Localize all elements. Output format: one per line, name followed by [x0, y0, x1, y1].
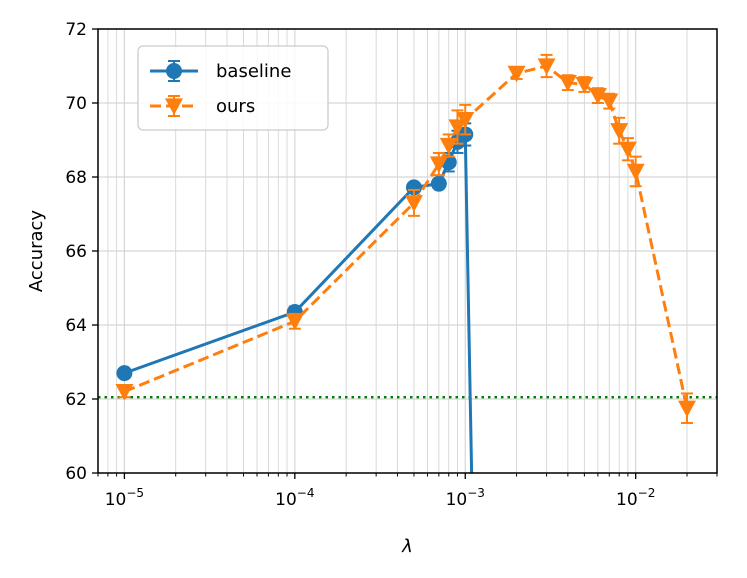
y-tick-label: 60 — [65, 464, 87, 484]
series-point — [429, 156, 448, 174]
series-point — [626, 163, 645, 181]
y-axis-label: Accuracy — [26, 210, 47, 293]
y-tick-label: 70 — [65, 94, 87, 114]
x-axis-label: λ — [401, 536, 413, 557]
series-point — [677, 400, 696, 418]
series-point — [404, 195, 423, 212]
x-tick-label: 10−5 — [105, 486, 144, 510]
x-tick-label: 10−2 — [616, 486, 655, 510]
series-point — [618, 141, 637, 159]
y-tick-label: 66 — [65, 242, 87, 262]
series-point — [456, 112, 475, 129]
series-point — [405, 179, 422, 196]
legend: baseline ours — [137, 45, 329, 131]
legend-label: ours — [216, 96, 255, 117]
series-layer — [115, 53, 696, 473]
legend-item-ours: ours — [150, 95, 255, 117]
series-point — [166, 63, 182, 79]
series-point — [448, 119, 467, 137]
y-tick-label: 62 — [65, 390, 87, 410]
series-point — [439, 137, 458, 155]
y-tick-label: 72 — [65, 20, 87, 40]
series-point — [165, 98, 183, 115]
series-point — [537, 58, 556, 75]
axes: 60 62 64 66 68 70 72 10−5 10−4 10−3 10−2 — [65, 20, 718, 510]
series-point — [115, 383, 134, 401]
series-point — [558, 75, 577, 92]
series-point — [116, 365, 133, 382]
y-tick-label: 68 — [65, 168, 87, 188]
legend-label: baseline — [216, 61, 291, 82]
series-point — [285, 313, 304, 331]
legend-item-baseline: baseline — [150, 60, 291, 82]
series-point — [507, 65, 526, 83]
x-tick-label: 10−4 — [275, 486, 314, 510]
series-ours — [115, 53, 696, 425]
series-point — [610, 123, 629, 140]
x-tick-label: 10−3 — [446, 486, 485, 510]
series-point — [588, 87, 607, 105]
y-tick-label: 64 — [65, 316, 87, 336]
series-point — [600, 93, 619, 111]
series-point — [430, 175, 447, 192]
series-point — [575, 76, 594, 94]
legend-box — [137, 45, 329, 131]
